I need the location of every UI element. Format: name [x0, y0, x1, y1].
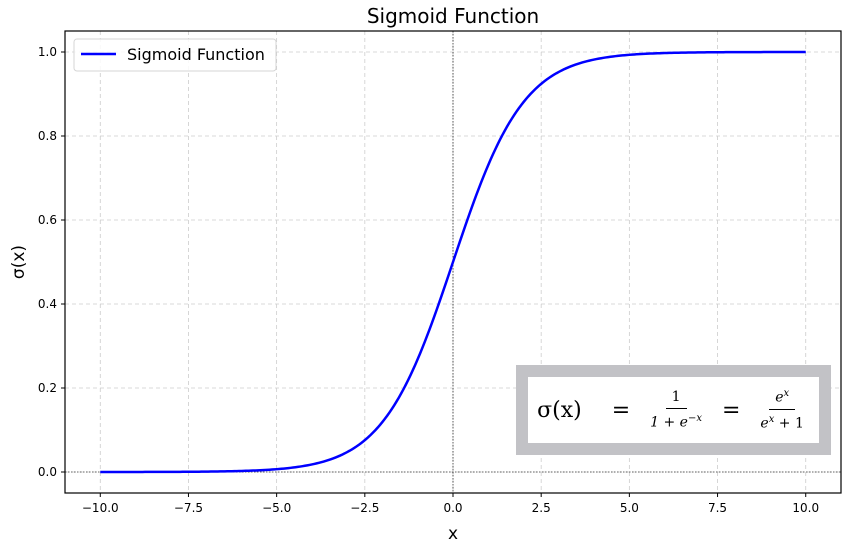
sigmoid-curve: [100, 50, 806, 474]
y-axis-label: σ(x): [9, 245, 29, 279]
x-tick-label: −10.0: [82, 501, 119, 515]
formula-equals-1: =: [611, 397, 631, 423]
x-tick-label: 7.5: [708, 501, 727, 515]
x-axis-ticks: −10.0 −7.5 −5.0 −2.5 0.0 2.5 5.0 7.5 10.0: [82, 493, 819, 515]
formula-box: σ(x) = 1 1 + e−x = ex ex + 1: [516, 365, 831, 455]
fraction-1-numerator: 1: [665, 389, 687, 410]
y-tick-label: 0.6: [38, 213, 57, 227]
y-tick-label: 0.4: [38, 297, 57, 311]
y-tick-label: 0.0: [38, 465, 57, 479]
y-tick-label: 1.0: [38, 45, 57, 59]
x-tick-label: −5.0: [262, 501, 291, 515]
legend: Sigmoid Function: [73, 38, 277, 72]
x-tick-label: 10.0: [792, 501, 819, 515]
fraction-2-numerator: ex: [769, 388, 796, 410]
formula-lhs: σ(x): [537, 397, 582, 423]
chart-title: Sigmoid Function: [367, 4, 539, 28]
x-tick-label: −7.5: [174, 501, 203, 515]
y-tick-label: 0.2: [38, 381, 57, 395]
x-tick-label: 0.0: [443, 501, 462, 515]
y-axis-ticks: 0.0 0.2 0.4 0.6 0.8 1.0: [38, 45, 65, 479]
fraction-2-denominator: ex + 1: [760, 414, 804, 432]
formula-equals-2: =: [721, 397, 741, 423]
x-tick-label: 2.5: [532, 501, 551, 515]
x-axis-label: x: [448, 524, 458, 544]
y-tick-label: 0.8: [38, 129, 57, 143]
fraction-1-denominator: 1 + e−x: [650, 413, 702, 431]
formula-fraction-1: 1 1 + e−x: [644, 389, 708, 431]
x-tick-label: 5.0: [620, 501, 639, 515]
x-tick-label: −2.5: [350, 501, 379, 515]
formula-fraction-2: ex ex + 1: [754, 388, 809, 431]
legend-label: Sigmoid Function: [127, 45, 265, 64]
